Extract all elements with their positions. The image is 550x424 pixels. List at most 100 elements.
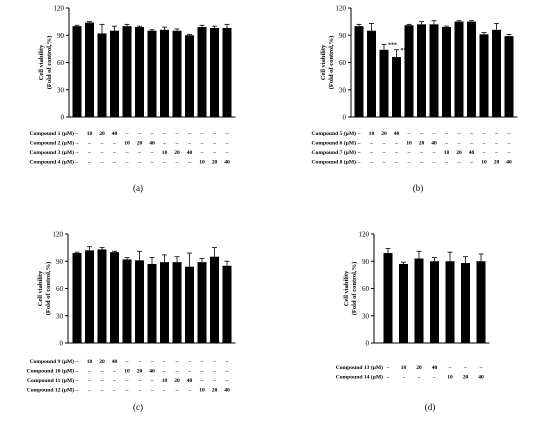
condition-value: 10 <box>162 150 168 156</box>
y-tick-label: 30 <box>362 312 370 320</box>
condition-value: – <box>75 369 79 375</box>
condition-value: – <box>187 359 191 365</box>
y-axis-label-line: (Fold of control,%) <box>351 262 358 316</box>
condition-value: – <box>125 359 129 365</box>
bar <box>442 27 451 118</box>
condition-row-label: Compound 1 (μM) <box>29 130 74 137</box>
condition-value: – <box>394 150 398 156</box>
condition-value: – <box>75 359 79 365</box>
bar <box>430 261 439 343</box>
bar <box>417 24 426 118</box>
condition-value: 20 <box>137 141 143 147</box>
condition-value: – <box>175 359 179 365</box>
condition-value: – <box>432 131 436 137</box>
condition-row-label: Compound 5 (μM) <box>311 130 356 137</box>
condition-value: – <box>100 150 104 156</box>
bar <box>367 30 376 117</box>
condition-value: – <box>125 150 129 156</box>
condition-value: – <box>200 150 204 156</box>
condition-value: – <box>479 365 483 371</box>
bar <box>354 26 364 118</box>
bar <box>222 27 232 117</box>
condition-value: – <box>225 359 229 365</box>
condition-value: – <box>494 150 498 156</box>
condition-value: – <box>394 160 398 166</box>
condition-value: – <box>162 369 166 375</box>
bar <box>383 253 393 343</box>
condition-value: – <box>137 388 141 394</box>
y-tick-label: 60 <box>362 285 370 293</box>
condition-value: – <box>187 369 191 375</box>
condition-row-label: Compound 4 (μM) <box>29 159 74 166</box>
condition-row-label: Compound 8 (μM) <box>311 159 356 166</box>
condition-value: 40 <box>469 150 475 156</box>
condition-value: – <box>112 378 116 384</box>
condition-value: 20 <box>456 150 462 156</box>
condition-value: – <box>369 150 373 156</box>
condition-value: – <box>494 141 498 147</box>
condition-value: – <box>200 359 204 365</box>
condition-value: – <box>150 160 154 166</box>
condition-value: – <box>382 160 386 166</box>
bar <box>504 36 514 117</box>
condition-value: 40 <box>112 131 118 137</box>
chart-panel-2: 0 30 60 90 120 Cell viability(Fold of control… <box>311 5 518 193</box>
condition-value: – <box>507 141 511 147</box>
bar <box>445 261 455 343</box>
y-tick-label: 120 <box>359 231 370 239</box>
condition-value: – <box>162 359 166 365</box>
condition-value: – <box>417 375 421 381</box>
panel-caption: (c) <box>133 402 143 412</box>
bar <box>85 22 94 117</box>
condition-value: – <box>100 388 104 394</box>
condition-value: – <box>175 131 179 137</box>
condition-value: 10 <box>447 375 453 381</box>
bar <box>97 249 107 343</box>
condition-value: – <box>150 131 154 137</box>
condition-value: 20 <box>137 369 143 375</box>
condition-value: 40 <box>432 365 438 371</box>
condition-value: – <box>87 150 91 156</box>
bar <box>85 250 94 343</box>
bar <box>97 33 107 117</box>
condition-value: 10 <box>401 365 407 371</box>
chart-panel-1: 0 30 60 90 120 Cell viability(Fold of control… <box>29 5 236 193</box>
condition-value: – <box>162 388 166 394</box>
bar <box>414 258 424 343</box>
condition-value: – <box>407 131 411 137</box>
condition-value: 40 <box>224 388 230 394</box>
bar <box>172 262 182 343</box>
condition-value: – <box>100 369 104 375</box>
condition-row-label: Compound 3 (μM) <box>29 149 74 156</box>
condition-value: – <box>100 141 104 147</box>
bar <box>110 252 119 343</box>
condition-value: – <box>482 141 486 147</box>
bar <box>185 35 194 117</box>
bar <box>210 27 219 117</box>
y-axis-label-line: Cell viability <box>343 270 350 306</box>
condition-value: – <box>357 150 361 156</box>
bar <box>454 21 464 117</box>
condition-value: – <box>75 378 79 384</box>
condition-value: 20 <box>99 359 105 365</box>
bar <box>492 29 501 117</box>
condition-value: – <box>225 141 229 147</box>
bar <box>404 25 414 118</box>
bar <box>72 253 82 343</box>
condition-value: – <box>212 150 216 156</box>
condition-row-label: Compound 11 (μM) <box>27 377 74 384</box>
bar <box>197 262 207 343</box>
condition-value: – <box>225 150 229 156</box>
condition-value: – <box>382 150 386 156</box>
condition-value: – <box>100 378 104 384</box>
condition-value: – <box>200 131 204 137</box>
condition-value: – <box>444 160 448 166</box>
condition-value: – <box>87 369 91 375</box>
bar <box>122 26 132 118</box>
y-tick-label: 30 <box>339 86 347 94</box>
bar <box>379 49 389 117</box>
condition-value: – <box>469 160 473 166</box>
y-tick-label: 90 <box>56 258 64 266</box>
y-tick-label: 30 <box>57 86 65 94</box>
y-tick-label: 0 <box>61 114 65 122</box>
